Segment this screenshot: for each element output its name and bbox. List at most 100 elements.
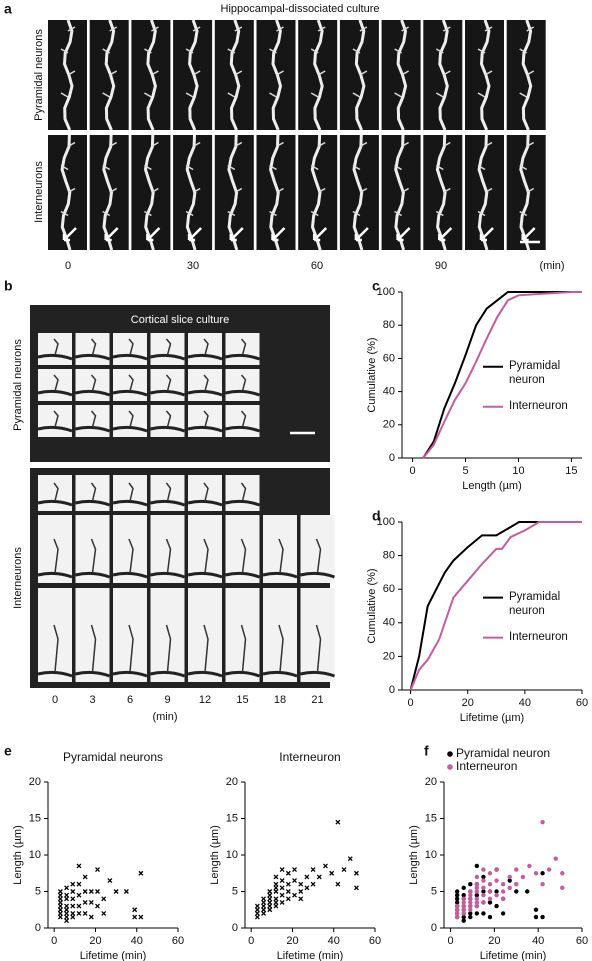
micrograph	[188, 369, 222, 401]
point	[481, 900, 486, 905]
point	[285, 896, 291, 902]
spine	[352, 210, 361, 217]
filopodium	[90, 338, 97, 356]
micrograph	[423, 135, 463, 250]
point	[461, 918, 466, 923]
point	[267, 907, 273, 913]
x-tick-label: 40	[131, 935, 143, 947]
y-tick-label: 20	[383, 419, 395, 431]
point	[487, 889, 493, 894]
dendrite	[227, 134, 239, 251]
y-tick-label: 15	[425, 812, 437, 824]
dendrite	[187, 389, 223, 397]
point	[273, 874, 279, 880]
dendrite	[150, 389, 185, 397]
spine	[144, 92, 152, 98]
chart-title: Interneuron	[279, 750, 340, 764]
time-unit: (min)	[152, 711, 177, 723]
spine	[310, 92, 319, 98]
dendrite	[37, 425, 73, 433]
spine	[477, 48, 486, 54]
spine	[234, 141, 243, 148]
micrograph	[225, 369, 260, 401]
dendrite	[75, 670, 110, 678]
point	[507, 874, 512, 880]
point	[468, 911, 473, 916]
x-axis-label: Lifetime (min)	[480, 950, 547, 961]
y-tick-label: 20	[226, 776, 238, 788]
point	[323, 863, 328, 869]
filopodium	[165, 374, 172, 392]
spine	[359, 187, 368, 194]
point	[474, 896, 480, 901]
point	[494, 867, 499, 872]
dendrite	[225, 670, 260, 678]
x-tick-label: 60	[369, 935, 381, 947]
micrograph	[465, 135, 504, 250]
dendrite	[112, 353, 148, 361]
spine	[102, 210, 111, 217]
point	[461, 914, 466, 920]
dendrite	[187, 670, 223, 678]
dendrite	[75, 353, 110, 361]
spine	[227, 210, 236, 217]
spine	[144, 164, 152, 171]
micrograph	[113, 475, 147, 511]
point	[474, 911, 480, 916]
y-tick-label: 60	[383, 583, 395, 595]
point	[76, 881, 82, 887]
spine	[484, 141, 493, 148]
filopodium	[165, 410, 172, 428]
spine	[227, 164, 236, 171]
point	[461, 903, 466, 909]
dendrite	[150, 670, 185, 678]
dendrite	[185, 134, 197, 251]
spine	[227, 48, 236, 54]
spine	[234, 187, 243, 194]
point	[540, 819, 545, 825]
spine	[276, 70, 284, 76]
point	[76, 863, 82, 869]
legend-entry: Pyramidal neuron	[509, 591, 560, 617]
filopodium	[240, 538, 247, 574]
point	[474, 889, 480, 894]
micrograph	[89, 135, 129, 250]
micrograph	[214, 135, 254, 250]
dendrite	[112, 389, 148, 397]
spine	[317, 26, 326, 32]
dendrite	[477, 134, 489, 251]
filopodium	[128, 482, 134, 502]
micrograph	[298, 135, 338, 250]
point	[533, 871, 539, 876]
legend-label: Interneuron	[509, 399, 568, 412]
y-tick-label: 100	[377, 286, 395, 298]
arrow	[312, 227, 328, 242]
filopodium	[165, 482, 172, 502]
point	[461, 907, 466, 912]
x-axis-label: Length (µm)	[462, 480, 522, 492]
spine	[519, 48, 528, 54]
dendrite	[143, 134, 155, 251]
point	[76, 910, 82, 916]
point	[113, 889, 119, 894]
point	[64, 918, 70, 924]
point	[481, 889, 486, 894]
spine	[477, 92, 486, 98]
x-tick-label: 20	[462, 697, 474, 709]
panel-label: f	[424, 743, 429, 759]
micrograph	[188, 333, 222, 365]
spine	[227, 92, 236, 98]
y-tick-label: 20	[383, 650, 395, 662]
filopodium	[203, 338, 209, 356]
spine	[276, 141, 284, 148]
point	[533, 914, 539, 920]
spine	[442, 70, 451, 76]
point	[461, 892, 466, 898]
point	[82, 910, 88, 916]
y-tick-label: 0	[389, 684, 395, 696]
dendrite	[262, 670, 298, 678]
point	[507, 878, 512, 883]
point	[560, 885, 565, 891]
point	[57, 903, 63, 909]
spine	[317, 141, 326, 148]
